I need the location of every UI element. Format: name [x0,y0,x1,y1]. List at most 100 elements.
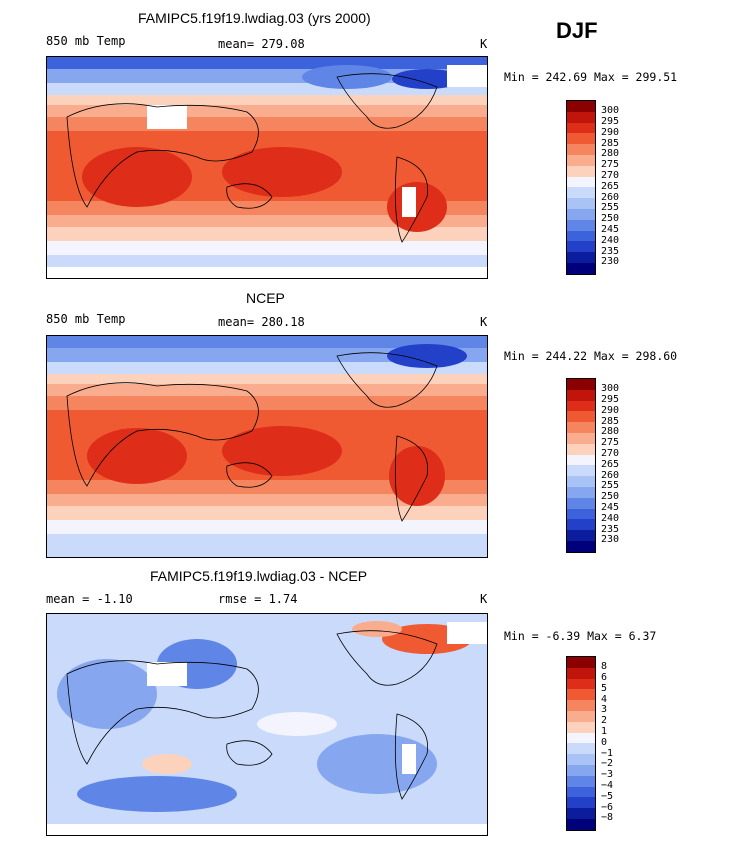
panel1-colorbar-swatch-1 [567,101,595,112]
panel1-colorbar [566,100,596,275]
panel2-variable-label: 850 mb Temp [46,312,126,326]
panel1-colorbar-tick: 270 [601,170,620,181]
panel1-colorbar-swatch-5 [567,144,595,155]
panel1-colorbar-swatch-8 [567,176,595,188]
panel3-warm-indian [142,754,192,774]
panel1-band-n2 [47,83,487,95]
panel2-colorbar-tick: 275 [601,437,620,448]
panel1-colorbar-swatch-3 [567,122,595,134]
panel1-colorbar-swatch-16 [567,262,595,274]
panel3-title: FAMIPC5.f19f19.lwdiag.03 - NCEP [150,568,368,584]
panel1-band-s3 [47,227,487,241]
panel3-mean-label: mean = -1.10 [46,592,133,606]
panel2-colorbar-tick: 235 [601,524,620,535]
panel3-colorbar-tick: 6 [601,672,608,683]
panel2-colorbar-swatch-8 [567,454,595,466]
panel1-missing-antarctica [47,267,487,278]
panel2-colorbar-swatch-6 [567,432,595,444]
panel3-map [46,613,488,836]
panel1-colorbar-tick: 250 [601,213,620,224]
panel2-mean-label: mean= 280.18 [218,315,305,329]
panel1-colorbar-swatch-4 [567,133,595,145]
panel3-coast-samerica [394,713,429,800]
panel3-colorbar-tick: −4 [601,780,614,791]
panel2-colorbar-swatch-4 [567,411,595,423]
panel2-colorbar-swatch-11 [567,486,595,498]
panel2-colorbar-swatch-13 [567,508,595,520]
panel3-colorbar-tick: 0 [601,737,608,748]
panel3-colorbar-tick: −6 [601,802,614,813]
panel3-neutral-pacific [257,712,337,736]
panel2-band-polar-s [47,534,487,557]
panel2-colorbar-tick: 255 [601,480,620,491]
panel1-colorbar-swatch-11 [567,208,595,220]
panel2-band-n5 [47,396,487,410]
panel3-colorbar-swatch-11 [567,764,595,776]
panel1-cold-canada [392,69,462,89]
panel1-colorbar-tick: 260 [601,192,620,203]
panel2-band-s4 [47,520,487,534]
panel1-missing-greenland [447,65,487,87]
panel1-band-s2 [47,215,487,227]
panel2-colorbar-tick: 265 [601,459,620,470]
panel3-colorbar-tick: −8 [601,812,614,823]
panel1-colorbar-tick: 280 [601,148,620,159]
panel3-coast-australia [226,740,273,766]
panel2-colorbar-swatch-15 [567,530,595,541]
panel2-colorbar-swatch-1 [567,379,595,390]
panel2-band-n3 [47,374,487,384]
panel3-colorbar-swatch-4 [567,689,595,701]
panel1-colorbar-swatch-12 [567,219,595,231]
panel3-colorbar-tick: 5 [601,683,608,694]
panel3-minmax: Min = -6.39 Max = 6.37 [504,629,657,643]
panel2-colorbar-swatch-12 [567,497,595,509]
panel1-cold-alaska [302,65,392,89]
panel3-colorbar-swatch-15 [567,808,595,819]
panel2-colorbar-swatch-9 [567,465,595,477]
panel2-colorbar-tick: 270 [601,448,620,459]
panel1-colorbar-tick: 255 [601,202,620,213]
panel3-colorbar-tick: −2 [601,758,614,769]
panel2-colorbar-swatch-2 [567,389,595,401]
panel2-colorbar-swatch-14 [567,519,595,531]
panel3-colorbar-tick: 3 [601,704,608,715]
panel2-colorbar-swatch-3 [567,400,595,412]
panel3-colorbar-tick: −3 [601,769,614,780]
panel1-colorbar-tick: 290 [601,127,620,138]
panel2-coast-samerica [394,435,429,522]
panel2-coast-eurasia-africa [66,382,259,487]
panel1-colorbar-tick: 265 [601,181,620,192]
panel3-colorbar-swatch-12 [567,775,595,787]
panel1-map-svg [47,57,487,278]
panel1-colorbar-swatch-15 [567,252,595,263]
panel1-coast-namerica [336,73,438,129]
panel1-missing-andes [402,187,416,217]
panel1-colorbar-tick: 240 [601,235,620,246]
panel3-colorbar-swatch-13 [567,786,595,798]
panel2-colorbar-tick: 230 [601,534,620,545]
panel3-rmse-label: rmse = 1.74 [218,592,298,606]
panel3-colorbar-swatch-1 [567,657,595,668]
panel1-variable-label: 850 mb Temp [46,34,126,48]
panel3-colorbar-swatch-7 [567,721,595,733]
panel3-colorbar-tick: 1 [601,726,608,737]
panel2-warm-samerica [389,446,445,506]
panel1-colorbar-swatch-2 [567,111,595,123]
panel2-band-n1 [47,348,487,362]
panel3-map-svg [47,614,487,835]
panel3-cold-pacific [317,734,437,794]
panel3-missing-tibet [147,662,187,686]
panel3-coast-eurasia-africa [66,660,259,765]
panel2-colorbar [566,378,596,553]
panel1-band-n4 [47,105,487,117]
panel2-colorbar-tick: 300 [601,383,620,394]
panel3-colorbar-tick: 2 [601,715,608,726]
panel3-colorbar-swatch-14 [567,797,595,809]
panel1-coast-samerica [394,156,429,243]
panel1-colorbar-tick: 235 [601,246,620,257]
panel1-colorbar-swatch-13 [567,230,595,242]
panel1-colorbar-swatch-10 [567,198,595,209]
panel1-colorbar-swatch-7 [567,165,595,177]
panel2-colorbar-swatch-10 [567,476,595,487]
panel1-units-label: K [480,37,488,51]
